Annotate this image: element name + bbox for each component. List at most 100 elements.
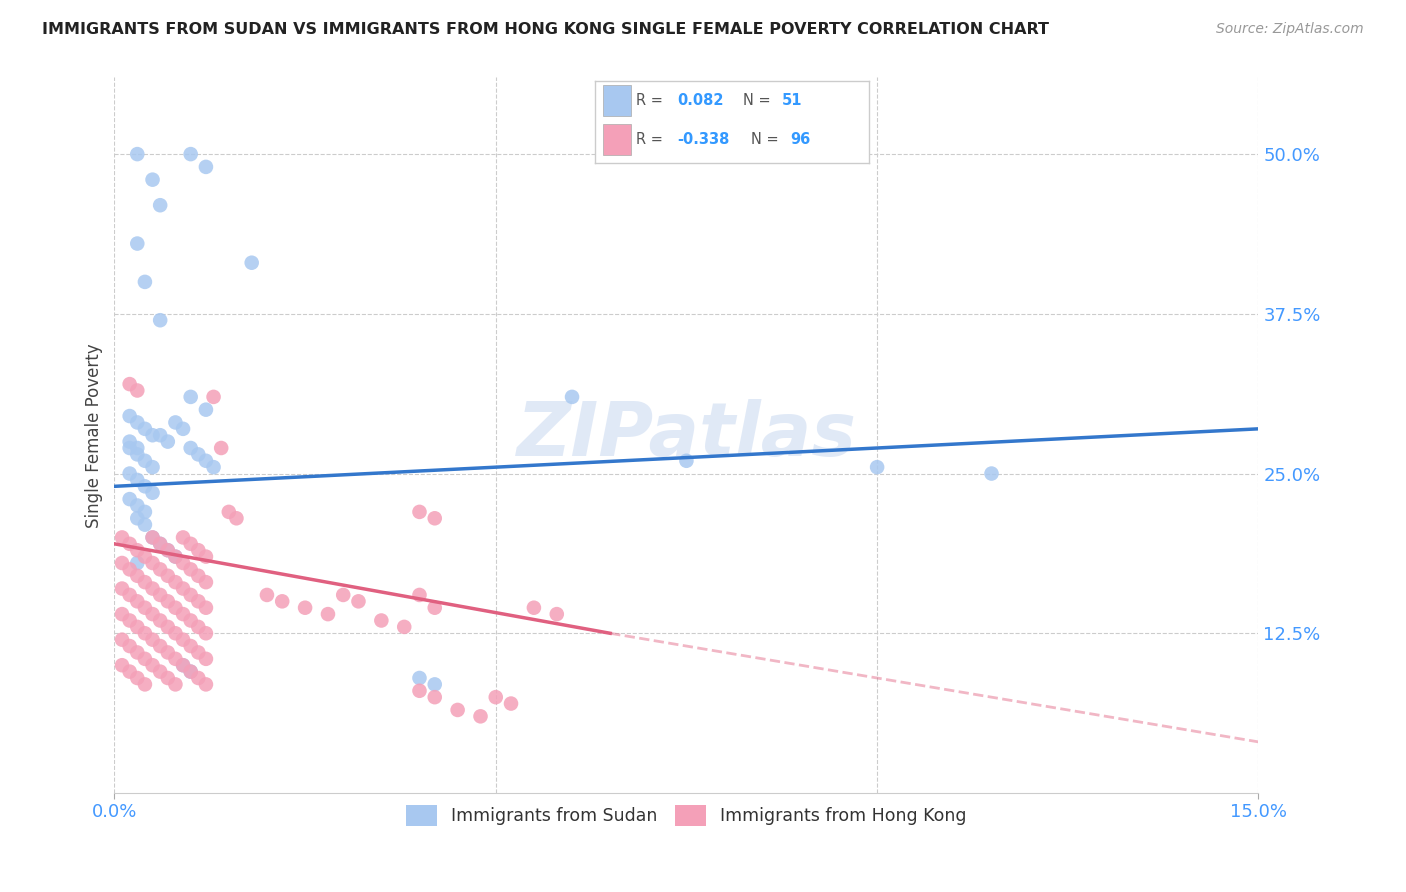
Point [134, 454, 156, 468]
Point [127, 499, 149, 513]
Point [149, 588, 172, 602]
Point [423, 600, 446, 615]
Point [127, 473, 149, 487]
Point [187, 620, 209, 634]
Point [141, 531, 163, 545]
Point [141, 428, 163, 442]
Point [141, 172, 163, 186]
Point [118, 409, 141, 423]
Point [546, 607, 568, 621]
Point [149, 665, 172, 679]
Point [866, 460, 889, 475]
Point [194, 454, 217, 468]
Point [127, 511, 149, 525]
Point [118, 441, 141, 455]
Point [194, 677, 217, 691]
Point [408, 683, 430, 698]
Point [172, 632, 194, 647]
Point [141, 607, 163, 621]
Point [165, 677, 187, 691]
Point [180, 147, 202, 161]
Point [225, 511, 247, 525]
Point [523, 600, 546, 615]
Point [118, 492, 141, 507]
Point [194, 402, 217, 417]
Point [485, 690, 508, 705]
Point [118, 665, 141, 679]
Point [394, 620, 416, 634]
Point [111, 632, 134, 647]
Point [172, 422, 194, 436]
Point [141, 485, 163, 500]
Point [180, 588, 202, 602]
Point [127, 671, 149, 685]
Point [187, 671, 209, 685]
Point [141, 556, 163, 570]
Point [134, 517, 156, 532]
Point [127, 594, 149, 608]
Point [127, 556, 149, 570]
Point [316, 607, 339, 621]
Point [118, 614, 141, 628]
Point [165, 600, 187, 615]
Point [172, 658, 194, 673]
Point [134, 575, 156, 590]
Point [149, 639, 172, 653]
Point [165, 575, 187, 590]
Point [127, 416, 149, 430]
Point [180, 665, 202, 679]
Point [149, 614, 172, 628]
Point [187, 568, 209, 582]
Point [499, 697, 522, 711]
Point [172, 658, 194, 673]
Point [172, 531, 194, 545]
Point [187, 594, 209, 608]
Point [141, 582, 163, 596]
Point [127, 384, 149, 398]
Point [156, 543, 179, 558]
Text: IMMIGRANTS FROM SUDAN VS IMMIGRANTS FROM HONG KONG SINGLE FEMALE POVERTY CORRELA: IMMIGRANTS FROM SUDAN VS IMMIGRANTS FROM… [42, 22, 1049, 37]
Point [187, 447, 209, 461]
Point [127, 543, 149, 558]
Point [370, 614, 392, 628]
Point [134, 505, 156, 519]
Point [194, 549, 217, 564]
Point [118, 562, 141, 576]
Point [980, 467, 1002, 481]
Point [127, 645, 149, 659]
Point [149, 313, 172, 327]
Point [240, 256, 263, 270]
Point [127, 441, 149, 455]
Point [408, 505, 430, 519]
Point [561, 390, 583, 404]
Point [111, 531, 134, 545]
Legend: Immigrants from Sudan, Immigrants from Hong Kong: Immigrants from Sudan, Immigrants from H… [398, 796, 976, 834]
Point [180, 614, 202, 628]
Point [294, 600, 316, 615]
Point [165, 549, 187, 564]
Point [209, 441, 232, 455]
Point [149, 537, 172, 551]
Point [423, 690, 446, 705]
Point [194, 600, 217, 615]
Point [134, 677, 156, 691]
Point [134, 626, 156, 640]
Point [271, 594, 294, 608]
Point [194, 626, 217, 640]
Point [156, 645, 179, 659]
Point [149, 537, 172, 551]
Point [332, 588, 354, 602]
Point [675, 454, 697, 468]
Point [127, 620, 149, 634]
Point [156, 620, 179, 634]
Point [127, 568, 149, 582]
Point [111, 658, 134, 673]
Point [118, 434, 141, 449]
Point [141, 632, 163, 647]
Point [202, 390, 225, 404]
Point [134, 479, 156, 493]
Point [423, 511, 446, 525]
Point [134, 600, 156, 615]
Point [127, 447, 149, 461]
Point [180, 390, 202, 404]
